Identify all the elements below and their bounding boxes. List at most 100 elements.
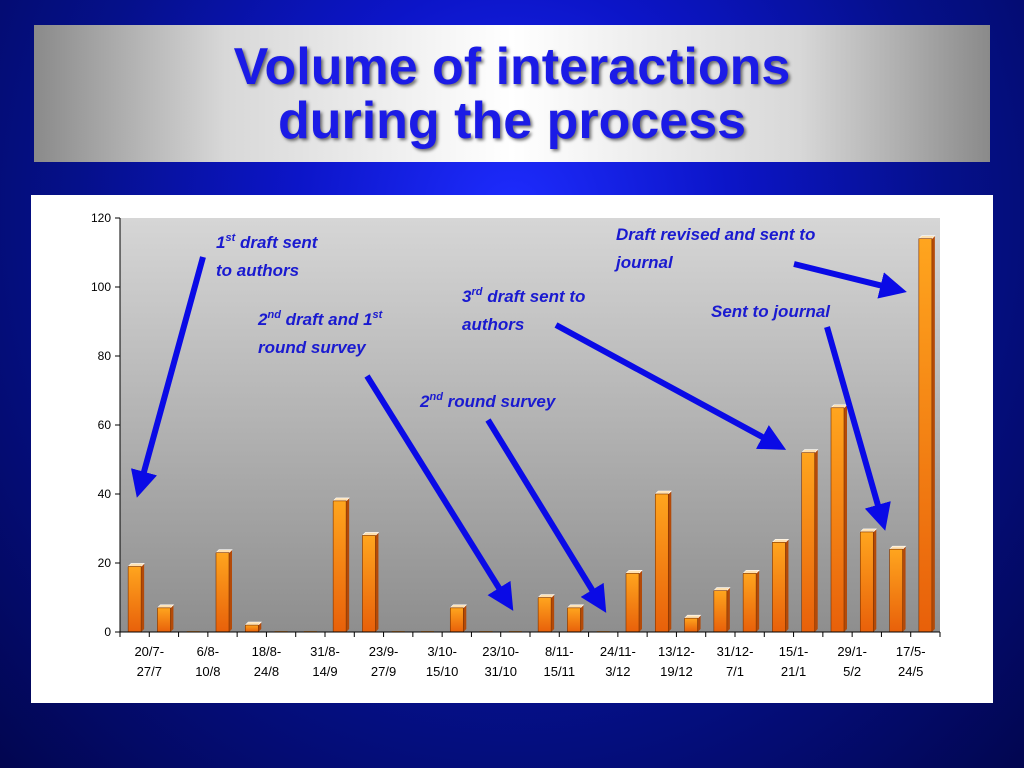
arrow-third-draft [554,322,787,450]
bar-front [244,624,259,633]
y-tick-label: 100 [91,280,111,294]
bar-front [742,573,757,633]
bar-front [654,493,669,633]
bar-side [375,532,379,632]
bar-front [801,452,816,633]
bar-front [127,566,142,633]
bar-top [654,490,673,495]
bar [800,449,819,633]
x-tick-label: 18/8- [252,644,282,659]
title-box: Volume of interactions during the proces… [34,25,990,162]
bar [918,235,936,633]
bar-side [463,604,467,632]
bar-side [814,449,818,632]
bar-top [713,587,731,591]
bar-top [771,538,790,543]
bar-front [859,531,874,633]
annotation-second-draft: 2nd draft and 1st round survey [257,303,387,357]
bar-top [859,528,878,533]
y-tick-label: 20 [98,556,112,570]
bar-top [156,604,175,609]
bar-front [362,535,376,633]
bar [332,497,350,633]
bar-front [449,607,464,633]
x-tick-label: 7/1 [726,664,744,679]
annotation-third-draft: 3rd draft sent to authors [462,286,590,334]
slide-title-line-2: during the process [277,91,747,150]
bar-side [785,539,789,632]
annotation-second-round-survey: 2nd round survey [419,391,557,411]
bar-top [127,563,145,567]
bar-front [157,607,171,633]
bar [215,549,233,633]
bar [361,532,380,633]
bar-front [215,552,230,633]
slide-title-line-1: Volume of interactions [233,37,791,96]
bar-top [800,449,819,453]
x-tick-label: 15/11 [543,664,575,679]
x-tick-label: 3/12 [605,664,630,679]
y-tick-label: 0 [104,625,111,639]
bar-side [844,404,847,632]
bar-front [772,541,786,633]
x-tick-label: 27/9 [371,664,396,679]
bar-side [756,570,760,632]
y-tick-label: 80 [98,349,112,363]
bar [771,538,790,633]
bar-side [141,563,145,632]
annotation-draft-revised: Draft revised and sent to journal [614,225,820,272]
bar-front [567,607,581,633]
bar-front [332,500,347,633]
bar-front [918,238,933,633]
bar-side [639,570,642,632]
bar-front [889,548,903,633]
bar-side [873,528,877,632]
bar-top [215,549,233,553]
bar [156,604,175,633]
arrow-second-draft [364,374,514,611]
x-tick-label: 13/12- [658,644,695,659]
bar-top [449,604,468,609]
bar-top [683,614,702,619]
arrow-draft-revised [793,261,907,299]
bar-top [888,545,907,550]
bar-side [229,549,232,632]
bar [244,621,263,633]
bar [127,563,145,633]
bar-front [537,597,552,633]
x-tick-label: 19/12 [660,664,693,679]
bar-top [918,235,936,240]
bar-side [697,615,701,632]
y-tick-label: 120 [91,211,111,225]
x-tick-label: 29/1- [837,644,867,659]
bar-top [566,604,585,609]
arrow-second-round-survey [485,418,607,613]
bar-top [537,594,555,598]
x-tick-label: 23/10- [482,644,519,659]
bar-front [830,407,845,633]
x-tick-label: 21/1 [781,664,806,679]
x-tick-label: 15/1- [779,644,809,659]
x-tick-label: 23/9- [369,644,399,659]
x-tick-label: 24/11- [600,644,636,659]
x-tick-label: 10/8 [195,664,220,679]
x-tick-label: 31/10 [484,664,517,679]
x-tick-label: 14/9 [312,664,337,679]
chart-panel: 0 20 40 60 80 100 120 20/7- 27/7 6/8- 10/8 18/8- 24/… [31,195,993,703]
x-tick-label: 31/8- [310,644,340,659]
arrow-first-draft [130,256,206,498]
bar-top [332,497,350,502]
bar-top [361,532,380,536]
arrow-sent-to-journal [824,326,891,531]
x-tick-label: 15/10 [426,664,459,679]
bar [683,614,702,633]
bar-chart: 0 20 40 60 80 100 120 20/7- 27/7 6/8- 10/8 18/8- 24/… [91,211,941,679]
x-tick-label: 20/7- [134,644,164,659]
y-tick-label: 40 [98,487,112,501]
annotation-first-draft: 1st draft sent to authors [216,232,322,280]
bar [742,570,760,633]
bar-side [580,604,584,632]
bar [888,545,907,633]
bar-front [684,617,698,633]
bar [859,528,878,633]
